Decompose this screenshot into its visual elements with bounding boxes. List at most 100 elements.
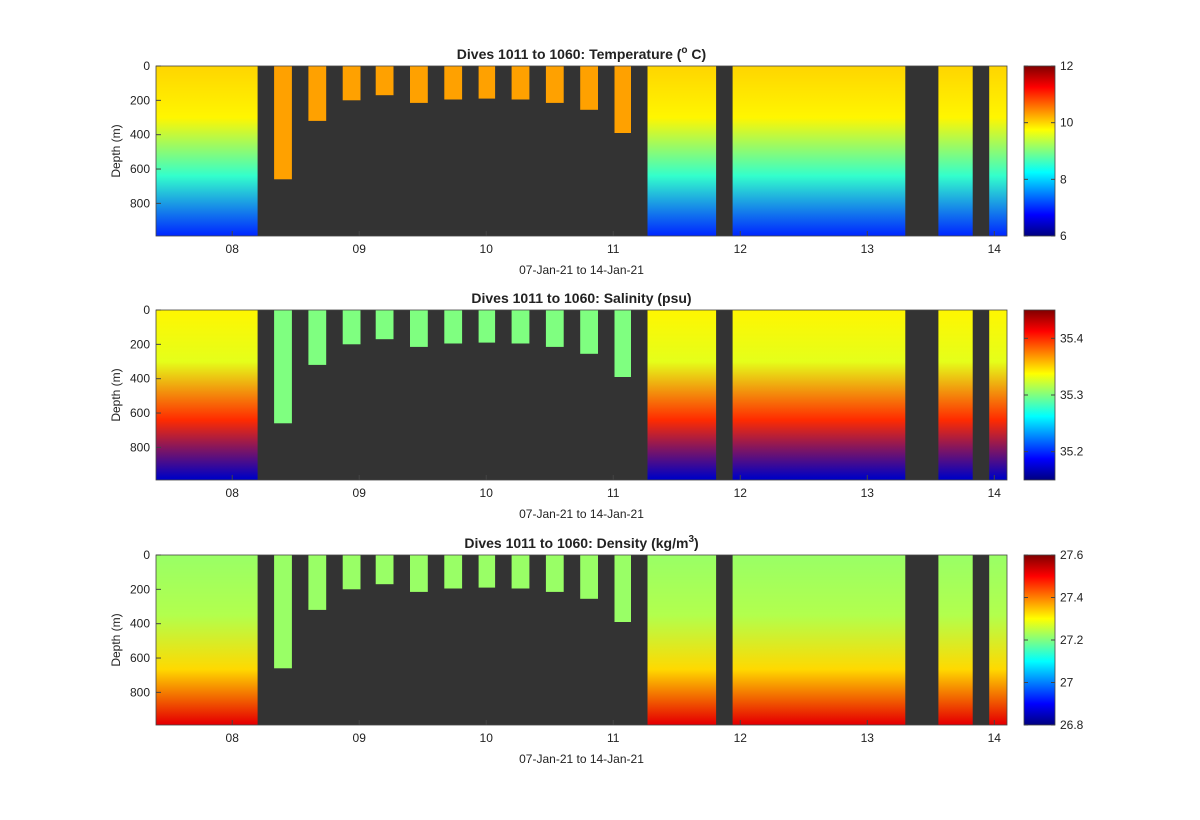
- colorbar-tick-label: 26.8: [1060, 718, 1084, 732]
- colorbar-tick-label: 27.6: [1060, 548, 1084, 562]
- axes-frame: [155, 554, 1008, 726]
- dive-profile-13: [647, 555, 717, 725]
- y-tick-label: 800: [130, 196, 150, 210]
- dive-profile-12: [614, 310, 631, 377]
- y-tick-label: 800: [130, 440, 150, 454]
- colorbar-tick-label: 35.4: [1060, 331, 1084, 345]
- colorbar-tick-label: 27.2: [1060, 633, 1084, 647]
- colorbar-scale: [1023, 554, 1056, 726]
- x-tick-label: 12: [734, 731, 748, 745]
- dive-profile-13: [647, 66, 717, 236]
- x-tick-label: 10: [480, 242, 494, 256]
- x-tick-label: 13: [861, 242, 875, 256]
- dive-profile-5: [375, 66, 394, 96]
- axes-frame: [155, 65, 1008, 237]
- dive-profile-10: [545, 66, 564, 103]
- dive-profile-3: [308, 555, 327, 610]
- colorbar-tick-label: 8: [1060, 172, 1067, 186]
- colorbar-tick-label: 12: [1060, 59, 1074, 73]
- x-tick-label: 09: [353, 731, 367, 745]
- x-tick-label: 11: [607, 242, 620, 256]
- x-tick-label: 09: [353, 486, 367, 500]
- y-tick-label: 0: [143, 548, 150, 562]
- dive-profile-2: [274, 66, 292, 180]
- dive-profile-16: [989, 310, 1007, 480]
- dive-profile-9: [511, 310, 530, 344]
- x-tick-label: 13: [861, 731, 875, 745]
- y-tick-label: 200: [130, 337, 150, 351]
- dive-profile-6: [410, 66, 428, 103]
- dive-profile-11: [580, 66, 598, 110]
- dive-profile-6: [410, 310, 428, 347]
- dive-profile-9: [511, 555, 530, 589]
- dive-profile-6: [410, 555, 428, 592]
- dive-profile-7: [444, 66, 463, 100]
- chart-title: Dives 1011 to 1060: Density (kg/m3): [464, 534, 698, 551]
- x-tick-label: 13: [861, 486, 875, 500]
- dive-profile-4: [342, 66, 361, 101]
- dive-profile-10: [545, 555, 564, 592]
- dive-profile-4: [342, 310, 361, 345]
- y-axis-label: Depth (m): [109, 613, 123, 666]
- y-tick-label: 0: [143, 59, 150, 73]
- y-tick-label: 400: [130, 617, 150, 631]
- y-axis-label: Depth (m): [109, 124, 123, 177]
- y-tick-label: 200: [130, 93, 150, 107]
- x-tick-label: 11: [607, 486, 620, 500]
- y-axis-label: Depth (m): [109, 368, 123, 421]
- y-tick-label: 400: [130, 372, 150, 386]
- colorbar-scale: [1023, 309, 1056, 481]
- dive-profile-3: [308, 310, 327, 365]
- dive-profile-12: [614, 555, 631, 622]
- x-axis-label: 07-Jan-21 to 14-Jan-21: [519, 263, 644, 277]
- x-tick-label: 11: [607, 731, 620, 745]
- x-tick-label: 08: [226, 486, 240, 500]
- colorbar: 26.8 27 27.2 27.4 27.6: [1023, 548, 1084, 732]
- dive-profile-12: [614, 66, 631, 133]
- y-tick-label: 600: [130, 406, 150, 420]
- colorbar-tick-label: 27.4: [1060, 591, 1084, 605]
- x-tick-label: 10: [480, 731, 494, 745]
- dive-profile-11: [580, 310, 598, 354]
- colorbar: 6 8 10 12: [1023, 59, 1074, 243]
- chart-title: Dives 1011 to 1060: Temperature (o C): [457, 45, 706, 62]
- y-tick-label: 600: [130, 162, 150, 176]
- colorbar-tick-label: 27: [1060, 676, 1074, 690]
- dive-profile-4: [342, 555, 361, 590]
- x-tick-label: 14: [988, 242, 1002, 256]
- dive-profile-1: [156, 555, 258, 725]
- dive-profile-13: [647, 310, 717, 480]
- dive-profile-5: [375, 555, 394, 585]
- x-tick-label: 08: [226, 242, 240, 256]
- colorbar-tick-label: 6: [1060, 229, 1067, 243]
- dive-profile-5: [375, 310, 394, 340]
- chart-panel-1: 0 200 400 600 800 08 09 10 11 12 13 14 Dives 1011 to…: [109, 45, 1074, 277]
- dive-profile-15: [938, 310, 973, 480]
- x-tick-label: 09: [353, 242, 367, 256]
- y-tick-label: 0: [143, 303, 150, 317]
- colorbar-tick-label: 10: [1060, 116, 1074, 130]
- dive-profile-3: [308, 66, 327, 121]
- dive-profile-7: [444, 555, 463, 589]
- dive-profile-1: [156, 66, 258, 236]
- dive-profile-2: [274, 555, 292, 669]
- x-tick-label: 14: [988, 486, 1002, 500]
- y-tick-label: 200: [130, 582, 150, 596]
- x-tick-label: 10: [480, 486, 494, 500]
- dive-profile-8: [478, 66, 496, 99]
- x-axis-label: 07-Jan-21 to 14-Jan-21: [519, 507, 644, 521]
- dive-profile-16: [989, 66, 1007, 236]
- dive-profile-9: [511, 66, 530, 100]
- colorbar-tick-label: 35.2: [1060, 445, 1084, 459]
- dive-profile-16: [989, 555, 1007, 725]
- axes-frame: [155, 309, 1008, 481]
- dive-profile-2: [274, 310, 292, 424]
- dive-profile-8: [478, 310, 496, 343]
- y-tick-label: 400: [130, 128, 150, 142]
- dive-profile-14: [732, 66, 906, 236]
- x-tick-label: 12: [734, 486, 748, 500]
- y-tick-label: 800: [130, 685, 150, 699]
- x-tick-label: 12: [734, 242, 748, 256]
- y-tick-label: 600: [130, 651, 150, 665]
